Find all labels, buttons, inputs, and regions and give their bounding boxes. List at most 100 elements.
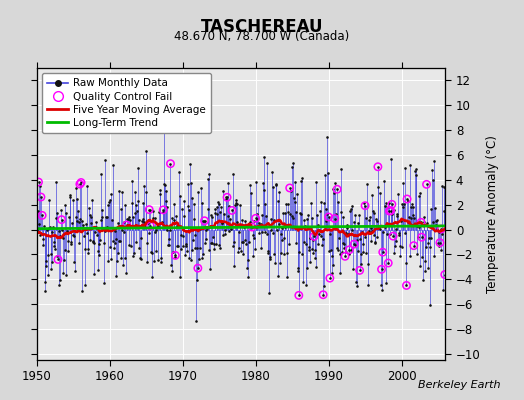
Point	[286, 211, 294, 217]
Point	[365, 216, 373, 223]
Point	[278, 224, 286, 231]
Point	[118, 189, 127, 195]
Point	[361, 202, 369, 209]
Point	[301, 282, 310, 288]
Point	[106, 244, 114, 250]
Point	[143, 240, 151, 246]
Point	[73, 196, 82, 202]
Point	[357, 251, 366, 258]
Point	[322, 206, 330, 212]
Point	[195, 245, 204, 251]
Point	[305, 244, 313, 250]
Point	[285, 209, 293, 215]
Point	[77, 216, 85, 222]
Point	[57, 207, 65, 214]
Point	[217, 204, 225, 210]
Point	[207, 212, 215, 218]
Point	[436, 240, 444, 246]
Point	[422, 181, 431, 188]
Legend: Raw Monthly Data, Quality Control Fail, Five Year Moving Average, Long-Term Tren: Raw Monthly Data, Quality Control Fail, …	[42, 73, 211, 133]
Point	[264, 250, 272, 256]
Point	[328, 253, 336, 260]
Point	[356, 236, 364, 243]
Point	[247, 190, 255, 196]
Point	[393, 211, 401, 218]
Point	[416, 190, 424, 196]
Point	[166, 227, 174, 233]
Point	[67, 238, 75, 245]
Point	[252, 215, 260, 222]
Point	[255, 220, 264, 226]
Point	[121, 254, 129, 261]
Point	[58, 216, 66, 223]
Point	[180, 198, 189, 204]
Point	[352, 279, 360, 285]
Point	[181, 252, 189, 258]
Point	[274, 198, 282, 205]
Point	[276, 260, 284, 266]
Point	[422, 244, 430, 250]
Point	[59, 235, 67, 241]
Point	[289, 160, 297, 166]
Point	[364, 260, 373, 267]
Point	[419, 213, 428, 220]
Point	[418, 234, 426, 240]
Point	[34, 208, 42, 214]
Point	[346, 208, 354, 214]
Point	[58, 216, 66, 223]
Point	[320, 200, 329, 207]
Point	[290, 198, 299, 205]
Point	[101, 157, 110, 163]
Point	[127, 243, 135, 250]
Point	[354, 220, 362, 226]
Point	[338, 248, 346, 255]
Point	[187, 256, 195, 263]
Point	[319, 292, 328, 298]
Point	[436, 240, 444, 246]
Point	[260, 154, 268, 161]
Point	[349, 265, 357, 272]
Point	[114, 250, 123, 256]
Point	[270, 251, 278, 257]
Point	[416, 263, 424, 269]
Point	[287, 213, 296, 220]
Point	[300, 239, 308, 246]
Point	[281, 210, 290, 216]
Point	[220, 211, 228, 218]
Point	[234, 228, 243, 235]
Point	[115, 238, 124, 244]
Point	[264, 247, 272, 254]
Point	[421, 258, 429, 264]
Point	[306, 234, 314, 241]
Point	[203, 224, 211, 231]
Point	[344, 251, 353, 257]
Point	[34, 179, 42, 185]
Point	[133, 208, 141, 214]
Point	[333, 186, 341, 192]
Point	[230, 239, 238, 246]
Point	[41, 257, 50, 264]
Point	[125, 242, 133, 248]
Point	[215, 242, 223, 248]
Point	[378, 286, 386, 293]
Point	[406, 162, 414, 168]
Point	[289, 215, 298, 221]
Point	[261, 201, 269, 207]
Point	[51, 179, 60, 185]
Point	[78, 288, 86, 294]
Point	[332, 244, 341, 251]
Point	[255, 230, 263, 236]
Point	[34, 179, 42, 185]
Point	[228, 243, 237, 250]
Point	[324, 214, 333, 220]
Point	[320, 283, 328, 290]
Point	[259, 180, 267, 187]
Point	[373, 218, 381, 224]
Point	[386, 231, 394, 238]
Point	[400, 201, 408, 207]
Point	[302, 265, 311, 271]
Point	[177, 232, 185, 238]
Point	[175, 169, 183, 176]
Point	[265, 290, 273, 296]
Point	[434, 242, 443, 249]
